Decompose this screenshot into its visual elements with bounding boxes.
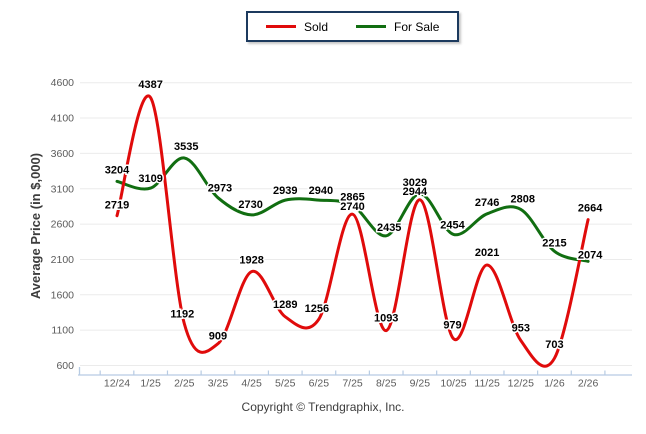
data-label-for-sale: 2865 [340, 191, 364, 203]
x-tick-label: 12/25 [508, 378, 534, 390]
y-tick-label: 2100 [51, 254, 75, 266]
data-label-sold: 979 [443, 320, 461, 332]
data-label-sold: 2021 [475, 247, 499, 259]
x-tick-label: 11/25 [474, 378, 500, 390]
data-label-for-sale: 2215 [542, 237, 566, 249]
data-label-for-sale: 2435 [377, 222, 401, 234]
data-label-sold: 1192 [170, 309, 194, 321]
y-tick-label: 600 [56, 360, 74, 372]
y-tick-label: 3100 [51, 183, 75, 195]
legend-item-for-sale: For Sale [356, 20, 439, 34]
x-tick-label: 4/25 [241, 378, 262, 390]
y-tick-label: 3600 [51, 148, 75, 160]
data-label-for-sale: 3204 [105, 164, 130, 176]
x-tick-label: 1/26 [544, 378, 565, 390]
y-tick-label: 4100 [51, 113, 75, 125]
y-tick-label: 4600 [51, 77, 75, 89]
x-tick-label: 10/25 [440, 378, 466, 390]
copyright-text: Copyright © Trendgraphix, Inc. [241, 400, 405, 414]
legend-label-sold: Sold [304, 19, 329, 34]
data-label-for-sale: 2973 [208, 183, 232, 195]
data-label-sold: 2740 [340, 201, 364, 213]
data-label-sold: 953 [512, 323, 530, 335]
data-label-sold: 1256 [305, 303, 329, 315]
data-label-for-sale: 3535 [174, 141, 198, 153]
data-label-sold: 909 [209, 331, 227, 343]
data-label-sold: 1289 [273, 299, 297, 311]
x-tick-label: 5/25 [275, 378, 296, 390]
data-label-sold: 4387 [138, 79, 162, 91]
x-tick-label: 7/25 [342, 378, 363, 390]
x-tick-label: 9/25 [410, 378, 431, 390]
data-label-sold: 1928 [239, 255, 263, 267]
x-tick-label: 2/26 [578, 378, 599, 390]
legend-label-for-sale: For Sale [394, 19, 440, 34]
data-label-sold: 703 [545, 339, 563, 351]
legend: Sold For Sale [246, 11, 460, 42]
data-label-sold: 1093 [374, 313, 398, 325]
data-label-sold: 2944 [403, 186, 428, 198]
data-label-for-sale: 2939 [273, 185, 297, 197]
y-tick-label: 1600 [51, 289, 75, 301]
data-label-for-sale: 2074 [578, 249, 603, 261]
series-line-for-sale [115, 156, 590, 263]
for-sale-line-swatch [356, 25, 387, 28]
data-label-for-sale: 2730 [238, 199, 262, 211]
data-label-for-sale: 3109 [138, 173, 162, 185]
data-label-for-sale: 2808 [511, 193, 535, 205]
y-tick-label: 1100 [51, 325, 74, 337]
data-label-for-sale: 2746 [475, 197, 499, 209]
data-label-for-sale: 3029 [403, 177, 427, 189]
sold-line-swatch [266, 25, 296, 28]
series-line-sold [115, 94, 590, 368]
x-tick-label: 6/25 [309, 378, 330, 390]
legend-item-sold: Sold [266, 20, 328, 34]
data-label-sold: 2664 [578, 203, 603, 215]
x-tick-label: 12/24 [104, 378, 130, 390]
data-label-sold: 2719 [105, 200, 129, 212]
data-label-for-sale: 2940 [309, 185, 333, 197]
x-tick-label: 8/25 [376, 378, 397, 390]
x-tick-label: 3/25 [208, 378, 229, 390]
x-tick-label: 2/25 [174, 378, 195, 390]
y-axis-title: Average Price (in $,000) [28, 153, 43, 299]
y-tick-label: 2600 [51, 219, 75, 231]
data-label-for-sale: 2454 [440, 219, 465, 231]
x-tick-label: 1/25 [140, 378, 161, 390]
